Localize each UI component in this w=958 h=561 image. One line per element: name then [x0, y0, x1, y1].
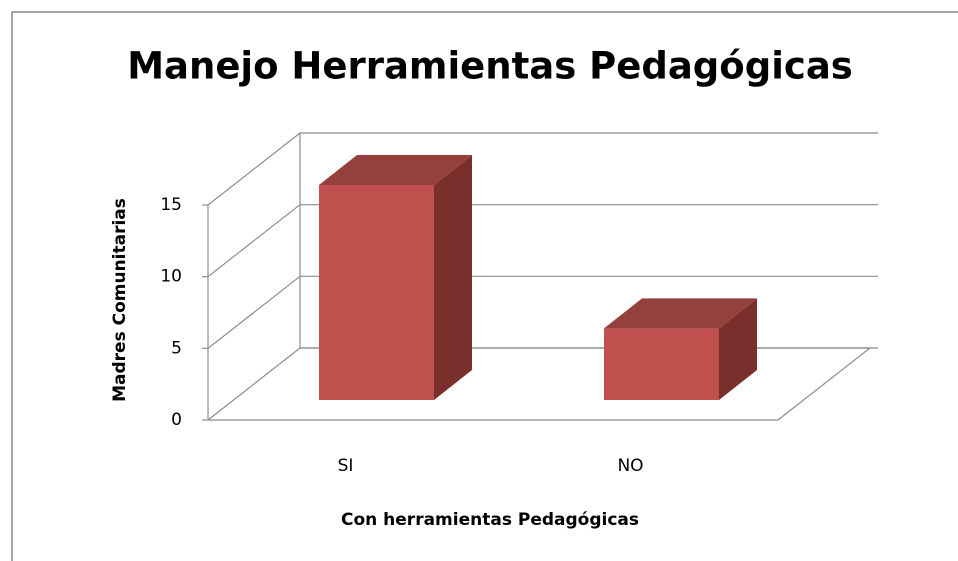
bar-side	[434, 155, 472, 400]
bar-side	[719, 298, 757, 400]
grid-line	[207, 204, 878, 278]
chart-frame	[11, 11, 958, 561]
chart-title: Manejo Herramientas Pedagógicas	[127, 45, 853, 88]
bar	[604, 298, 757, 400]
x-axis-label: Con herramientas Pedagógicas	[341, 510, 639, 530]
grid-line	[207, 275, 878, 349]
y-tick-label: 5	[171, 338, 182, 358]
bar-top	[319, 155, 472, 185]
grid-line	[207, 132, 878, 206]
bar-top	[604, 298, 757, 329]
bar-front	[604, 328, 719, 400]
y-tick-label: 15	[160, 195, 182, 215]
y-axis-label: Madres Comunitarias	[110, 198, 130, 402]
x-tick-label: SI	[338, 456, 354, 476]
x-tick-label: NO	[617, 456, 643, 476]
y-tick-label: 0	[171, 410, 182, 430]
bar	[319, 155, 472, 400]
y-tick-label: 10	[160, 267, 182, 287]
bar-front	[319, 185, 434, 400]
